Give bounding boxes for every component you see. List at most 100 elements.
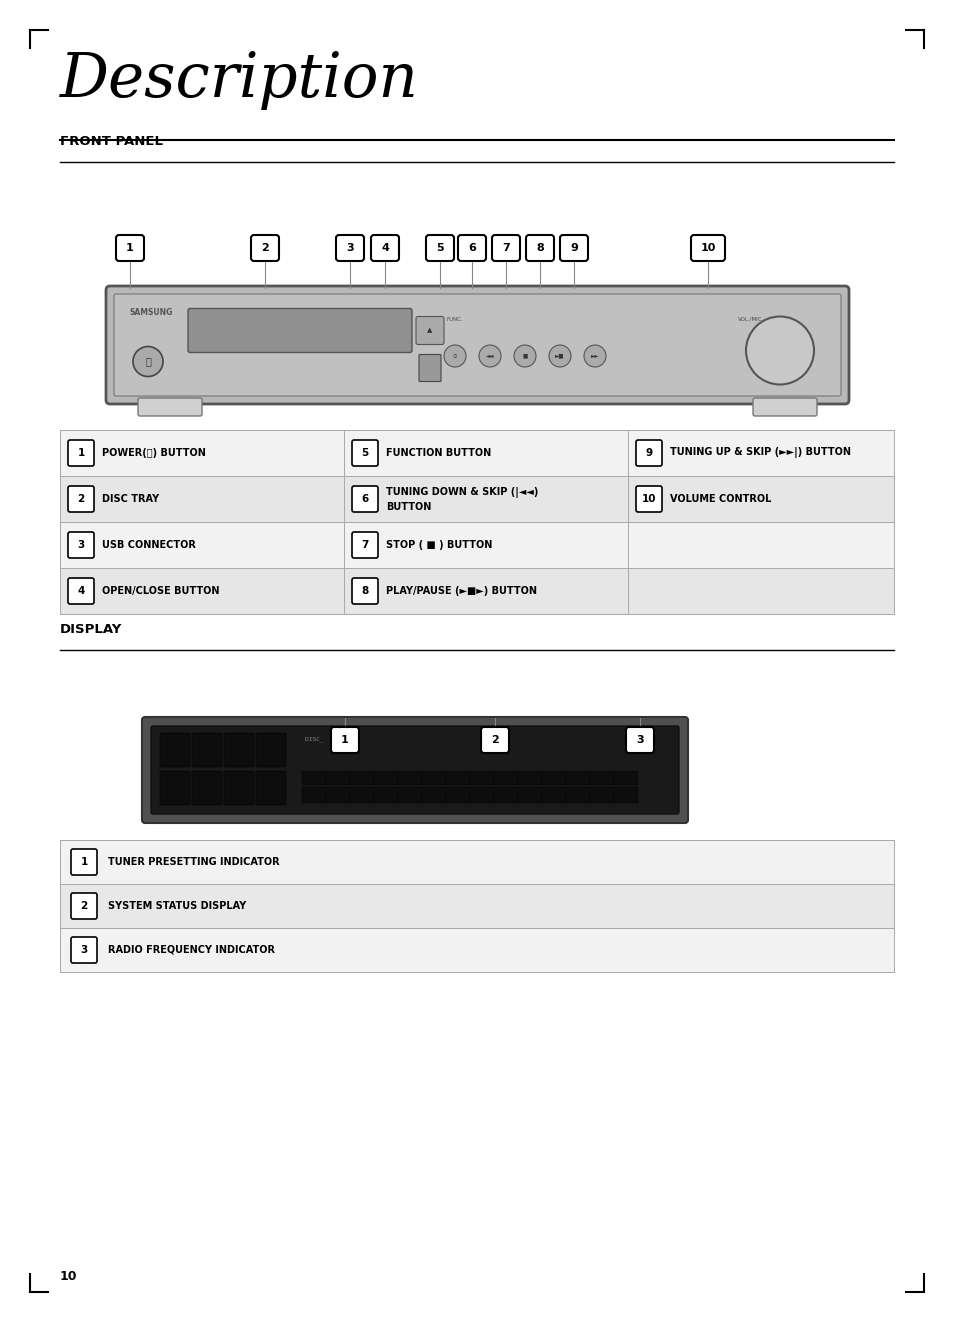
Text: 7: 7 — [501, 243, 509, 253]
FancyBboxPatch shape — [517, 787, 541, 802]
Bar — [627, 476, 893, 522]
FancyBboxPatch shape — [752, 398, 816, 416]
FancyBboxPatch shape — [151, 726, 679, 814]
Text: BUTTON: BUTTON — [386, 502, 431, 512]
FancyBboxPatch shape — [397, 771, 421, 785]
Text: 2: 2 — [261, 243, 269, 253]
FancyBboxPatch shape — [636, 486, 661, 512]
Text: FUNCTION BUTTON: FUNCTION BUTTON — [386, 448, 491, 457]
Text: OPEN/CLOSE BUTTON: OPEN/CLOSE BUTTON — [102, 586, 219, 596]
FancyBboxPatch shape — [589, 787, 614, 802]
FancyBboxPatch shape — [625, 727, 654, 754]
Text: 4: 4 — [380, 243, 389, 253]
Bar — [344, 522, 627, 568]
Text: ⏻: ⏻ — [145, 357, 151, 366]
Text: FRONT PANEL: FRONT PANEL — [60, 135, 163, 148]
Text: 3: 3 — [636, 735, 643, 746]
FancyBboxPatch shape — [446, 771, 470, 785]
Text: 9: 9 — [645, 448, 652, 457]
Text: 6: 6 — [361, 494, 368, 504]
Text: 1: 1 — [80, 857, 88, 867]
FancyBboxPatch shape — [350, 787, 374, 802]
FancyBboxPatch shape — [68, 578, 94, 604]
Text: 2: 2 — [80, 902, 88, 911]
FancyBboxPatch shape — [614, 771, 638, 785]
FancyBboxPatch shape — [251, 235, 278, 260]
FancyBboxPatch shape — [470, 787, 494, 802]
Text: STOP ( ■ ) BUTTON: STOP ( ■ ) BUTTON — [386, 539, 492, 550]
FancyBboxPatch shape — [255, 732, 286, 767]
Bar — [627, 568, 893, 613]
FancyBboxPatch shape — [541, 771, 565, 785]
Text: 6: 6 — [468, 243, 476, 253]
Text: USB CONNECTOR: USB CONNECTOR — [102, 539, 195, 550]
Text: ⊙: ⊙ — [453, 353, 456, 358]
Text: 10: 10 — [700, 243, 715, 253]
FancyBboxPatch shape — [326, 771, 350, 785]
Bar — [344, 430, 627, 476]
FancyBboxPatch shape — [255, 771, 286, 805]
FancyBboxPatch shape — [421, 771, 446, 785]
FancyBboxPatch shape — [224, 732, 253, 767]
FancyBboxPatch shape — [224, 771, 253, 805]
Text: Description: Description — [60, 50, 418, 110]
Text: VOLUME CONTROL: VOLUME CONTROL — [669, 494, 771, 504]
Text: DISC TRAY: DISC TRAY — [102, 494, 159, 504]
FancyBboxPatch shape — [397, 787, 421, 802]
Text: ►►: ►► — [590, 353, 598, 358]
Text: PLAY/PAUSE (►■►) BUTTON: PLAY/PAUSE (►■►) BUTTON — [386, 586, 537, 596]
FancyBboxPatch shape — [446, 787, 470, 802]
FancyBboxPatch shape — [494, 771, 517, 785]
FancyBboxPatch shape — [352, 486, 377, 512]
FancyBboxPatch shape — [371, 235, 398, 260]
Text: 2: 2 — [491, 735, 498, 746]
FancyBboxPatch shape — [492, 235, 519, 260]
Circle shape — [583, 345, 605, 368]
Circle shape — [478, 345, 500, 368]
Bar — [60, 568, 344, 613]
FancyBboxPatch shape — [160, 732, 190, 767]
FancyBboxPatch shape — [188, 308, 412, 353]
Text: 1: 1 — [126, 243, 133, 253]
FancyBboxPatch shape — [494, 787, 517, 802]
Bar — [344, 568, 627, 613]
FancyBboxPatch shape — [374, 787, 397, 802]
FancyBboxPatch shape — [470, 771, 494, 785]
Bar — [627, 522, 893, 568]
FancyBboxPatch shape — [517, 771, 541, 785]
FancyBboxPatch shape — [421, 787, 446, 802]
FancyBboxPatch shape — [335, 235, 364, 260]
Text: TUNER PRESETTING INDICATOR: TUNER PRESETTING INDICATOR — [108, 857, 279, 867]
FancyBboxPatch shape — [331, 727, 358, 754]
Text: ◄◄: ◄◄ — [485, 353, 494, 358]
Text: DISC_  PRE: DISC_ PRE — [305, 736, 342, 742]
Bar — [60, 884, 893, 928]
Circle shape — [443, 345, 465, 368]
FancyBboxPatch shape — [302, 771, 326, 785]
Circle shape — [745, 316, 813, 385]
FancyBboxPatch shape — [614, 787, 638, 802]
FancyBboxPatch shape — [350, 771, 374, 785]
Text: 5: 5 — [361, 448, 368, 457]
FancyBboxPatch shape — [113, 293, 841, 397]
Text: RADIO FREQUENCY INDICATOR: RADIO FREQUENCY INDICATOR — [108, 945, 274, 954]
Text: 1: 1 — [77, 448, 85, 457]
Text: TUNING UP & SKIP (►►|) BUTTON: TUNING UP & SKIP (►►|) BUTTON — [669, 448, 850, 459]
FancyBboxPatch shape — [636, 440, 661, 465]
FancyBboxPatch shape — [565, 787, 589, 802]
FancyBboxPatch shape — [416, 316, 443, 345]
Text: POWER(ⓘ) BUTTON: POWER(ⓘ) BUTTON — [102, 448, 206, 457]
Text: 4: 4 — [77, 586, 85, 596]
FancyBboxPatch shape — [457, 235, 485, 260]
Text: 8: 8 — [536, 243, 543, 253]
FancyBboxPatch shape — [690, 235, 724, 260]
Bar — [60, 476, 344, 522]
FancyBboxPatch shape — [71, 892, 97, 919]
FancyBboxPatch shape — [142, 717, 687, 824]
FancyBboxPatch shape — [192, 732, 222, 767]
FancyBboxPatch shape — [374, 771, 397, 785]
Text: 7: 7 — [361, 539, 368, 550]
Text: 3: 3 — [77, 539, 85, 550]
FancyBboxPatch shape — [68, 486, 94, 512]
Text: 5: 5 — [436, 243, 443, 253]
